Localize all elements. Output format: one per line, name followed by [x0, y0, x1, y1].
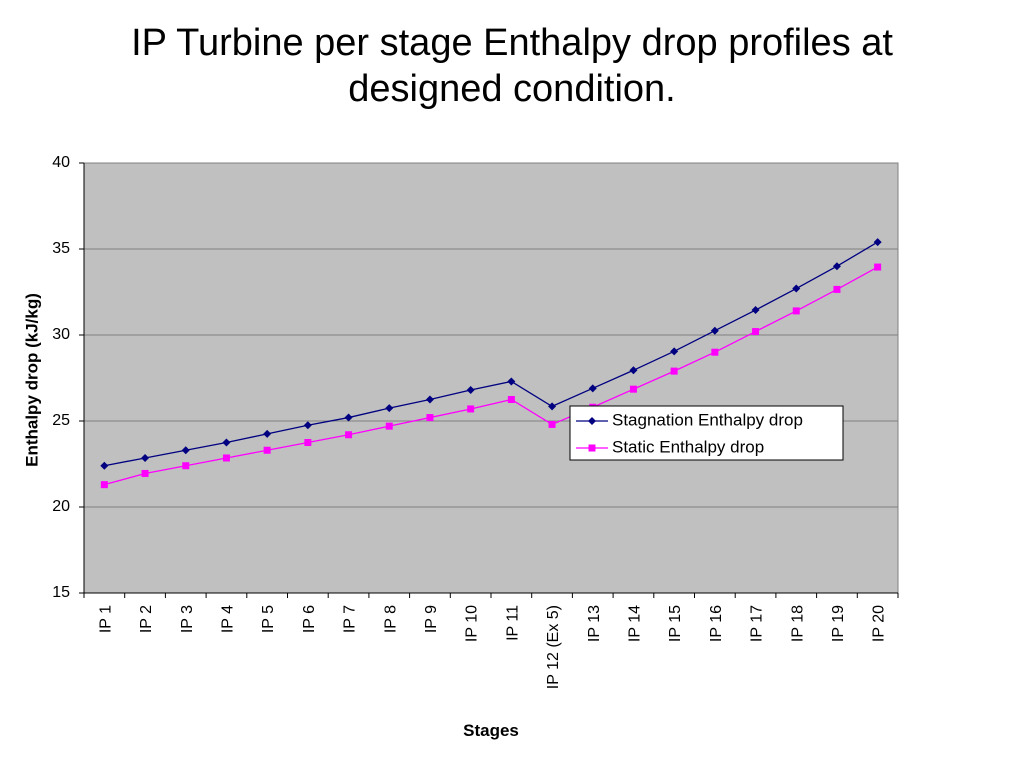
data-point — [548, 420, 556, 428]
data-point — [711, 348, 719, 356]
data-point — [141, 469, 149, 477]
x-tick-label: IP 13 — [586, 605, 603, 642]
x-tick-labels: IP 1 IP 2 IP 3 IP 4 IP 5 IP 6 IP 7 IP 8 IP 9 IP 1… — [83, 593, 899, 689]
data-point — [588, 384, 597, 393]
data-point — [792, 284, 801, 293]
legend-label: Stagnation Enthalpy drop — [612, 410, 803, 429]
x-tick-label: IP 2 — [138, 605, 155, 633]
y-tick-label: 40 — [52, 154, 70, 171]
x-axis-label: Stages — [463, 721, 519, 740]
x-tick-label: IP 12 (Ex 5) — [545, 605, 562, 689]
legend-label: Static Enthalpy drop — [612, 437, 764, 456]
data-point — [385, 422, 393, 430]
x-tick-label: IP 15 — [667, 605, 684, 642]
x-tick-label: IP 9 — [423, 605, 440, 633]
legend-marker — [588, 417, 596, 425]
x-tick-label: IP 3 — [179, 605, 196, 633]
data-point — [222, 454, 230, 462]
data-point — [670, 347, 679, 356]
data-point — [182, 462, 190, 470]
data-point — [467, 405, 475, 413]
data-point — [507, 396, 515, 403]
data-point — [303, 421, 312, 430]
y-axis-label: Enthalpy drop (kJ/kg) — [22, 293, 41, 467]
y-tick-label: 20 — [52, 498, 70, 515]
data-point — [181, 446, 190, 455]
legend: Stagnation Enthalpy drop Static Enthalpy … — [569, 405, 844, 461]
legend-box — [569, 405, 844, 461]
x-tick-label: IP 19 — [830, 605, 847, 642]
plot-area — [83, 162, 899, 594]
data-point — [751, 306, 760, 315]
x-tick-label: IP 1 — [97, 605, 114, 633]
data-point — [304, 439, 312, 446]
data-point — [792, 307, 800, 315]
series-group — [100, 238, 882, 489]
data-point — [426, 414, 434, 422]
x-tick-label: IP 11 — [504, 605, 521, 641]
x-tick-label: IP 5 — [260, 605, 277, 633]
data-point — [141, 453, 150, 462]
y-tick-label: 30 — [52, 326, 70, 343]
data-point — [629, 385, 637, 393]
data-point — [263, 429, 272, 438]
x-tick-label: IP 14 — [626, 605, 643, 642]
data-point — [344, 413, 353, 422]
x-tick-label: IP 20 — [871, 605, 888, 642]
data-point — [548, 402, 557, 411]
legend-marker — [588, 444, 596, 452]
x-tick-label: IP 7 — [342, 605, 359, 633]
data-point — [752, 328, 760, 336]
data-point — [263, 446, 271, 454]
data-point — [629, 366, 638, 375]
data-point — [222, 438, 231, 447]
data-point — [670, 367, 678, 375]
data-point — [345, 431, 353, 439]
y-tick-label: 35 — [52, 240, 70, 257]
series-line — [104, 241, 878, 467]
x-tick-label: IP 10 — [464, 605, 481, 642]
chart-title: IP Turbine per stage Enthalpy drop profi… — [131, 22, 893, 110]
series-2 — [100, 263, 882, 489]
data-point — [833, 285, 841, 293]
data-point — [100, 481, 108, 489]
x-tick-label: IP 18 — [789, 605, 806, 642]
y-tick-label: 25 — [52, 412, 70, 429]
data-point — [873, 238, 882, 247]
series-line — [104, 266, 878, 486]
x-tick-label: IP 4 — [219, 605, 236, 633]
data-point — [874, 263, 882, 271]
data-point — [425, 395, 434, 404]
data-point — [466, 386, 475, 395]
x-tick-label: IP 16 — [708, 605, 725, 642]
x-tick-label: IP 8 — [382, 605, 399, 633]
x-tick-label: IP 17 — [749, 605, 766, 642]
series-1 — [100, 238, 882, 470]
data-point — [710, 326, 719, 335]
data-point — [832, 262, 841, 271]
x-tick-label: IP 6 — [301, 605, 318, 633]
data-point — [100, 461, 109, 470]
y-tick-label: 15 — [52, 584, 70, 601]
data-point — [385, 404, 394, 413]
y-tick-labels: 15 20 25 30 35 40 — [52, 154, 84, 601]
data-point — [507, 377, 516, 386]
